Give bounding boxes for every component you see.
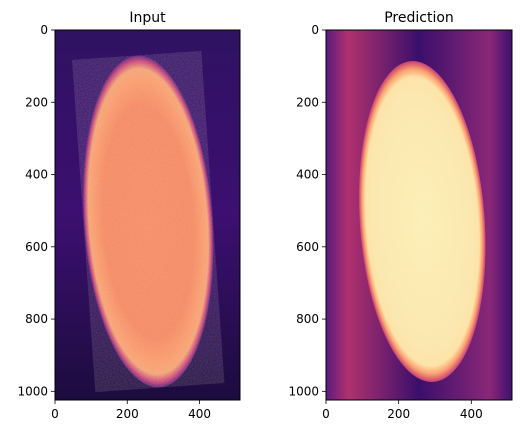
x-tick-label: 400 <box>188 407 211 421</box>
x-tick-label: 0 <box>322 407 330 421</box>
panel-title-prediction: Prediction <box>384 10 454 26</box>
ticks-input: 0 200 400 0 200 400 600 800 1000 <box>17 23 211 421</box>
heatmap-input <box>55 30 240 400</box>
y-tick-label: 0 <box>311 23 319 37</box>
x-tick-label: 400 <box>460 407 483 421</box>
x-tick-label: 200 <box>116 407 139 421</box>
x-tick-label: 200 <box>387 407 410 421</box>
y-tick-label: 1000 <box>288 384 319 398</box>
y-tick-label: 400 <box>296 168 319 182</box>
x-tick-label: 0 <box>51 407 59 421</box>
y-tick-label: 600 <box>25 240 48 254</box>
y-tick-label: 200 <box>25 95 48 109</box>
y-tick-label: 200 <box>296 95 319 109</box>
y-tick-label: 800 <box>25 312 48 326</box>
y-tick-label: 1000 <box>17 384 48 398</box>
bright-region-prediction <box>358 61 486 382</box>
ticks-prediction: 0 200 400 0 200 400 600 800 1000 <box>288 23 482 421</box>
panel-title-input: Input <box>129 10 166 26</box>
panel-input: Input 0 200 400 0 200 400 600 800 1000 <box>17 10 241 421</box>
axes-frame-prediction <box>325 29 513 401</box>
noise-overlay-input <box>83 55 214 388</box>
axes-frame-input <box>54 29 241 401</box>
y-tick-label: 0 <box>40 23 48 37</box>
heatmap-prediction <box>326 30 512 400</box>
y-tick-label: 600 <box>296 240 319 254</box>
y-tick-label: 400 <box>25 168 48 182</box>
panel-prediction: Prediction 0 200 400 0 200 400 600 800 1000 <box>288 10 513 421</box>
y-tick-label: 800 <box>296 312 319 326</box>
